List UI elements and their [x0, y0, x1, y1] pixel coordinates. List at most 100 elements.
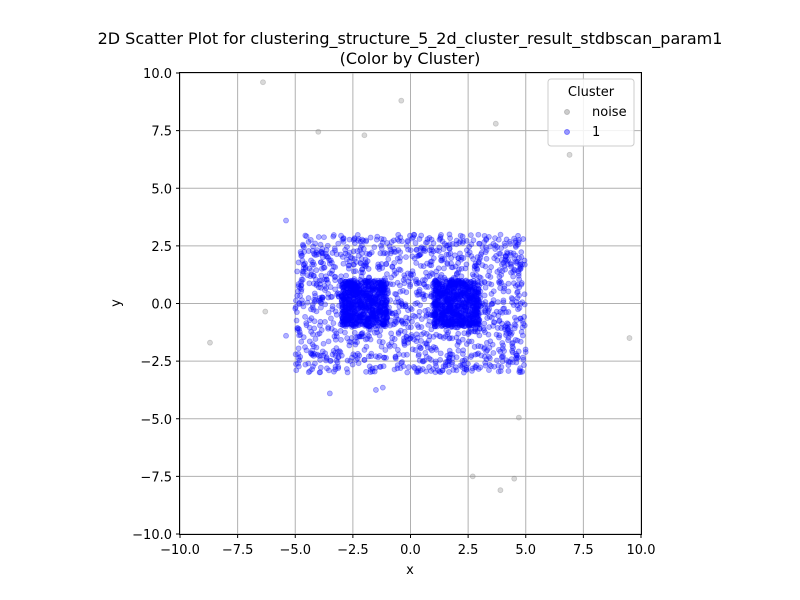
cluster-1-point	[402, 274, 409, 281]
cluster-1-point	[308, 306, 314, 313]
cluster-1-point	[311, 318, 318, 325]
cluster-1-point	[496, 317, 503, 324]
cluster-1-point	[389, 310, 396, 317]
cluster-1-point	[306, 338, 313, 345]
cluster-1-point	[455, 347, 462, 354]
cluster-1-point	[501, 285, 508, 292]
cluster-1-point	[377, 284, 384, 291]
cluster-1-point	[434, 314, 440, 320]
cluster-1-point	[375, 322, 381, 329]
cluster-1-point	[344, 321, 350, 328]
cluster-1-point	[322, 301, 329, 308]
x-tick-label: −7.5	[222, 543, 254, 558]
cluster-1-point	[502, 256, 509, 263]
cluster-1-point	[507, 359, 513, 365]
cluster-1-point	[502, 266, 508, 273]
cluster-1-point	[456, 339, 462, 346]
cluster-1-point	[475, 350, 482, 357]
cluster-1-point	[323, 277, 330, 283]
cluster-1-point	[448, 276, 455, 283]
cluster-1-point	[372, 277, 379, 284]
cluster-1-point	[400, 277, 407, 284]
cluster-1-point	[359, 305, 366, 311]
cluster-1-point	[466, 243, 473, 250]
cluster-1-point	[318, 259, 324, 266]
cluster-1-point	[433, 331, 440, 338]
cluster-1-point	[452, 321, 459, 328]
cluster-1-point	[500, 299, 507, 306]
cluster-1-point	[335, 354, 342, 361]
cluster-1-point	[490, 322, 496, 329]
cluster-1-point	[325, 309, 332, 316]
cluster-1-point	[450, 367, 457, 373]
cluster-1-point	[470, 256, 477, 262]
cluster-1-point	[298, 282, 305, 289]
cluster-1-point	[348, 317, 355, 324]
cluster-1-point	[410, 271, 417, 278]
cluster-1-point	[344, 256, 350, 263]
cluster-1-point	[384, 280, 391, 287]
cluster-1-point	[398, 317, 405, 324]
cluster-1-point	[443, 314, 450, 321]
cluster-1-point	[309, 351, 316, 358]
cluster-1-point	[306, 324, 313, 331]
cluster-1-point	[442, 333, 449, 340]
y-tick-label: −2.5	[140, 355, 172, 370]
cluster-1-point	[335, 293, 342, 300]
cluster-1-point	[403, 314, 410, 321]
cluster-1-point	[481, 279, 488, 286]
cluster-1-point	[295, 283, 302, 290]
y-tick-label: −5.0	[140, 413, 172, 428]
cluster-1-point	[468, 328, 475, 335]
cluster-1-point	[437, 350, 444, 357]
axis-ticks: −10.0 −7.5 −5.0 −2.5 0.0 2.5 5.0 7.5 10.0−10.0−7…	[132, 67, 655, 558]
cluster-1-point	[426, 318, 433, 325]
cluster-1-point	[325, 294, 332, 301]
cluster-1-point	[432, 360, 439, 367]
cluster-1-point	[516, 367, 523, 374]
cluster-1-point	[433, 247, 440, 254]
cluster-1-point	[399, 359, 406, 365]
cluster-1-point	[348, 312, 355, 319]
cluster-1-point	[328, 325, 335, 332]
cluster-1-point	[491, 255, 498, 262]
cluster-1-point	[409, 253, 416, 260]
cluster-1-point	[308, 350, 315, 357]
cluster-1-point	[391, 246, 397, 252]
cluster-1-point	[374, 264, 381, 271]
cluster-1-point	[323, 247, 330, 253]
cluster-1-point	[502, 257, 508, 264]
cluster-1-point	[360, 246, 367, 252]
cluster-1-point	[395, 316, 402, 323]
cluster-1-point	[397, 254, 404, 261]
cluster-1-point	[350, 292, 357, 298]
cluster-1-point	[416, 286, 423, 293]
cluster-1-point	[499, 358, 506, 365]
cluster-1-point	[484, 309, 491, 316]
cluster-1-point	[329, 250, 336, 256]
cluster-1-point	[353, 310, 360, 317]
cluster-1-point	[457, 238, 464, 245]
cluster-1-point	[376, 364, 383, 370]
cluster-1-point	[405, 324, 412, 331]
cluster-1-point	[346, 338, 353, 345]
cluster-1-point	[426, 333, 433, 340]
cluster-1-point	[418, 331, 425, 338]
cluster-1-point	[388, 330, 395, 337]
cluster-1-point	[509, 343, 516, 350]
cluster-1-point	[413, 289, 420, 296]
cluster-1-point	[437, 315, 444, 322]
y-tick-label: −7.5	[140, 470, 172, 485]
cluster-1-point	[394, 236, 401, 243]
cluster-1-point	[498, 272, 505, 278]
cluster-1-point	[463, 247, 470, 254]
cluster-1-point	[354, 284, 361, 291]
cluster-1-point	[498, 279, 505, 286]
noise-point	[469, 473, 476, 480]
cluster-1-point	[420, 358, 426, 365]
cluster-1-point	[459, 239, 466, 246]
cluster-1-point	[293, 309, 300, 316]
cluster-1-point	[361, 357, 368, 363]
cluster-1-point	[495, 279, 502, 285]
cluster-1-point	[483, 236, 490, 242]
